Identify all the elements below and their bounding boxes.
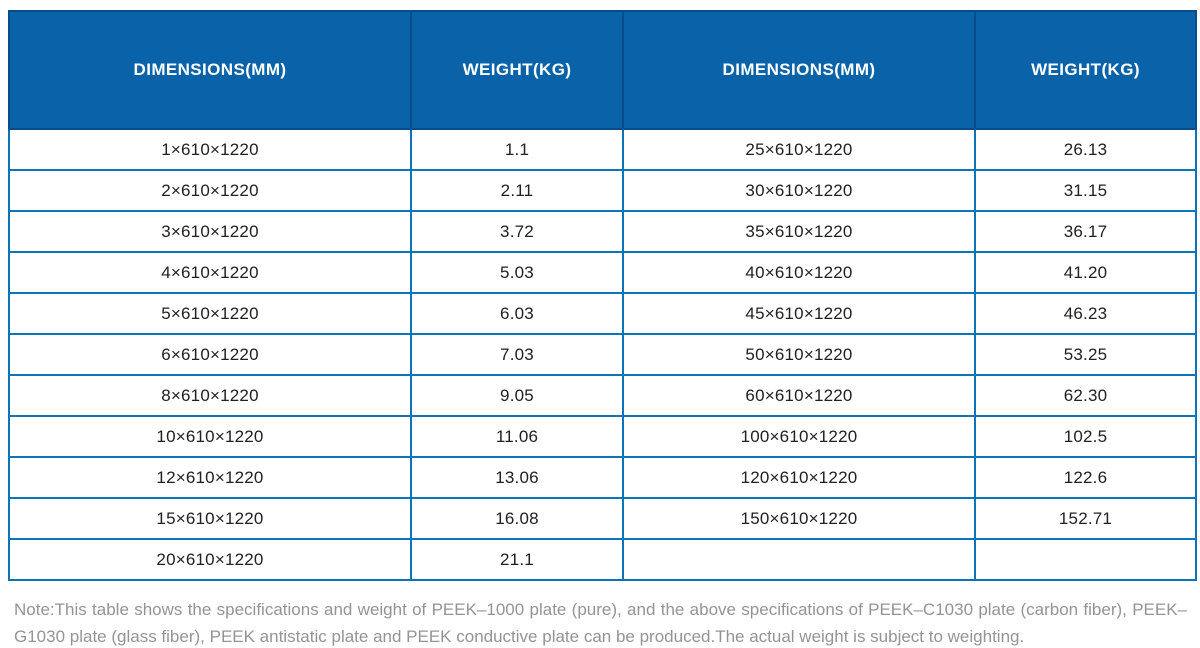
table-header: DIMENSIONS(MM) WEIGHT(KG) DIMENSIONS(MM)… [8, 10, 1197, 130]
weight-cell: 53.25 [974, 333, 1197, 376]
table-row: 15×610×1220 16.08 150×610×1220 152.71 [8, 497, 1197, 540]
table-row: 2×610×1220 2.11 30×610×1220 31.15 [8, 169, 1197, 212]
table-row: 12×610×1220 13.06 120×610×1220 122.6 [8, 456, 1197, 499]
dimension-cell: 60×610×1220 [622, 374, 976, 417]
dimension-cell: 45×610×1220 [622, 292, 976, 335]
dimension-cell: 35×610×1220 [622, 210, 976, 253]
dimension-cell: 6×610×1220 [8, 333, 412, 376]
weight-cell: 46.23 [974, 292, 1197, 335]
dimension-cell: 10×610×1220 [8, 415, 412, 458]
dimension-cell [622, 538, 976, 581]
dimension-cell: 5×610×1220 [8, 292, 412, 335]
weight-cell: 11.06 [410, 415, 624, 458]
dimension-cell: 20×610×1220 [8, 538, 412, 581]
dimension-cell: 30×610×1220 [622, 169, 976, 212]
weight-cell: 7.03 [410, 333, 624, 376]
dimension-cell: 8×610×1220 [8, 374, 412, 417]
dimension-cell: 1×610×1220 [8, 128, 412, 171]
weight-cell: 1.1 [410, 128, 624, 171]
table-row: 4×610×1220 5.03 40×610×1220 41.20 [8, 251, 1197, 294]
weight-cell: 21.1 [410, 538, 624, 581]
dimension-cell: 12×610×1220 [8, 456, 412, 499]
table-body: 1×610×1220 1.1 25×610×1220 26.13 2×610×1220 2… [8, 128, 1197, 581]
table-row: 1×610×1220 1.1 25×610×1220 26.13 [8, 128, 1197, 171]
weight-cell: 102.5 [974, 415, 1197, 458]
weight-cell: 62.30 [974, 374, 1197, 417]
weight-cell: 152.71 [974, 497, 1197, 540]
dimension-cell: 100×610×1220 [622, 415, 976, 458]
header-row: DIMENSIONS(MM) WEIGHT(KG) DIMENSIONS(MM)… [8, 10, 1197, 130]
note-text: Note:This table shows the specifications… [14, 600, 1187, 646]
spec-table: DIMENSIONS(MM) WEIGHT(KG) DIMENSIONS(MM)… [8, 10, 1197, 581]
table-row: 3×610×1220 3.72 35×610×1220 36.17 [8, 210, 1197, 253]
dimension-cell: 25×610×1220 [622, 128, 976, 171]
weight-cell: 6.03 [410, 292, 624, 335]
dimension-cell: 120×610×1220 [622, 456, 976, 499]
weight-cell [974, 538, 1197, 581]
weight-cell: 16.08 [410, 497, 624, 540]
dimension-cell: 3×610×1220 [8, 210, 412, 253]
weight-cell: 41.20 [974, 251, 1197, 294]
dimension-cell: 50×610×1220 [622, 333, 976, 376]
weight-cell: 26.13 [974, 128, 1197, 171]
dimension-cell: 40×610×1220 [622, 251, 976, 294]
table-row: 6×610×1220 7.03 50×610×1220 53.25 [8, 333, 1197, 376]
table-row: 20×610×1220 21.1 [8, 538, 1197, 581]
header-weight-left: WEIGHT(KG) [410, 10, 624, 130]
table-row: 10×610×1220 11.06 100×610×1220 102.5 [8, 415, 1197, 458]
header-dimensions-right: DIMENSIONS(MM) [622, 10, 976, 130]
header-dimensions-left: DIMENSIONS(MM) [8, 10, 412, 130]
dimension-cell: 150×610×1220 [622, 497, 976, 540]
weight-cell: 13.06 [410, 456, 624, 499]
weight-cell: 9.05 [410, 374, 624, 417]
table-row: 8×610×1220 9.05 60×610×1220 62.30 [8, 374, 1197, 417]
table-row: 5×610×1220 6.03 45×610×1220 46.23 [8, 292, 1197, 335]
weight-cell: 36.17 [974, 210, 1197, 253]
dimension-cell: 2×610×1220 [8, 169, 412, 212]
weight-cell: 5.03 [410, 251, 624, 294]
dimension-cell: 4×610×1220 [8, 251, 412, 294]
weight-cell: 122.6 [974, 456, 1197, 499]
weight-cell: 2.11 [410, 169, 624, 212]
dimension-cell: 15×610×1220 [8, 497, 412, 540]
header-weight-right: WEIGHT(KG) [974, 10, 1197, 130]
weight-cell: 31.15 [974, 169, 1197, 212]
weight-cell: 3.72 [410, 210, 624, 253]
